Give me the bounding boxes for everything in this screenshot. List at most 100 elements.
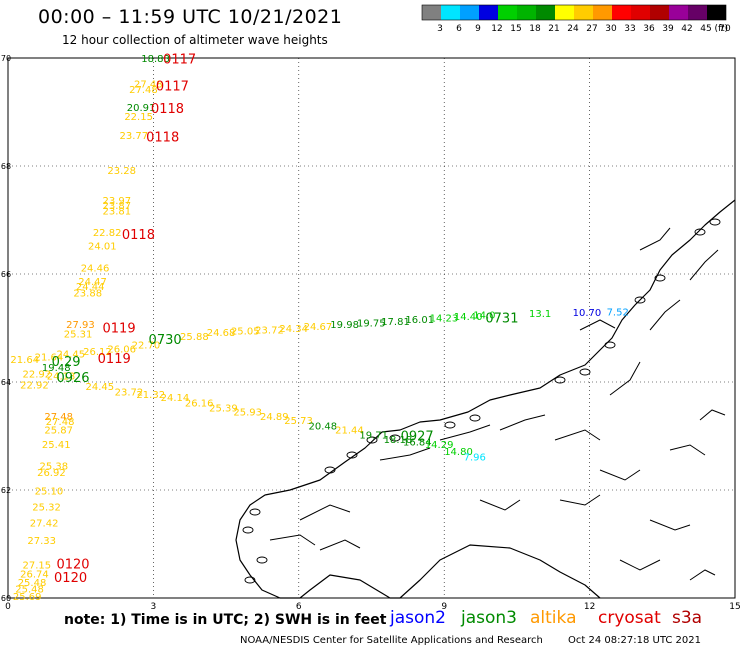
- credits: NOAA/NESDIS Center for Satellite Applica…: [240, 635, 723, 646]
- pass-time-label: 0118: [146, 131, 179, 146]
- wave-height-value: 26.74: [20, 569, 49, 580]
- scale-swatch-6: [441, 5, 460, 20]
- scale-label-42: 42: [681, 24, 692, 34]
- lon-tick-label: 15: [729, 602, 740, 610]
- satellite-altika: altika: [530, 608, 577, 628]
- wave-height-value: 14.23: [430, 314, 459, 325]
- scale-swatch-39: [650, 5, 669, 20]
- wave-height-value: 20.48: [308, 422, 337, 433]
- wave-height-value: 23.88: [73, 289, 102, 300]
- wave-height-value: 19.48: [42, 363, 71, 374]
- pass-time-label: 0118: [151, 102, 184, 117]
- scale-swatch-42: [669, 5, 688, 20]
- satellite-jason2: jason2: [390, 608, 446, 628]
- wave-height-value: 21.64: [35, 352, 64, 363]
- lon-tick-label: 6: [296, 602, 302, 610]
- wave-height-value: 27.48: [129, 85, 158, 96]
- wave-height-value: 25.39: [209, 404, 238, 415]
- scale-swatch-70: [707, 5, 726, 20]
- wave-height-value: 24.34: [279, 324, 308, 335]
- wave-height-value: 21.64: [10, 355, 39, 366]
- pass-time-label: 0117: [163, 52, 196, 67]
- pass-time-label: 0731: [485, 312, 518, 327]
- wave-height-value: 27.48: [46, 417, 75, 428]
- scale-swatch-33: [612, 5, 631, 20]
- scale-label-36: 36: [643, 24, 655, 34]
- wave-height-value: 19.75: [357, 318, 386, 329]
- pass-time-label: 0730: [149, 333, 182, 348]
- agency-credit: NOAA/NESDIS Center for Satellite Applica…: [240, 635, 543, 646]
- wave-height-value: 23.28: [107, 166, 136, 177]
- pass-time-label: 0117: [156, 79, 189, 94]
- wave-height-value: 18.83: [141, 54, 170, 65]
- wave-height-value: 25.05: [231, 326, 260, 337]
- wave-height-value: 27.48: [134, 80, 163, 91]
- wave-height-value: 25.32: [32, 503, 61, 514]
- wave-height-value: 21.44: [335, 425, 364, 436]
- scale-swatch-27: [574, 5, 593, 20]
- wave-height-value: 16.01: [405, 315, 434, 326]
- wave-height-value: 14.40: [454, 312, 483, 323]
- lat-tick-label: 60: [1, 594, 11, 603]
- wave-height-value: 24.68: [207, 328, 236, 339]
- wave-height-value: 27.33: [27, 536, 56, 547]
- scale-label-70: 70: [719, 24, 731, 34]
- scale-label-39: 39: [662, 24, 674, 34]
- lon-tick-label: 12: [584, 602, 595, 610]
- wave-height-value: 19.71: [359, 431, 388, 442]
- scale-swatch-21: [536, 5, 555, 20]
- wave-height-value: 16.84: [403, 438, 432, 449]
- scale-swatch-36: [631, 5, 650, 20]
- scale-label-12: 12: [491, 24, 502, 34]
- wave-height-value: 24.01: [88, 242, 117, 253]
- wave-height-value: 26.16: [185, 398, 214, 409]
- wave-height-value: 27.48: [44, 412, 73, 423]
- wave-height-value: 22.70: [132, 341, 161, 352]
- lat-tick-label: 62: [1, 486, 11, 495]
- scale-swatch-18: [517, 5, 536, 20]
- scale-label-27: 27: [586, 24, 597, 34]
- lat-tick-label: 68: [1, 162, 11, 171]
- wave-height-value: 24.46: [81, 263, 110, 274]
- wave-height-value: 25.73: [284, 416, 313, 427]
- scale-label-45: 45: [700, 24, 711, 34]
- wave-height-value: 25.48: [15, 585, 44, 596]
- wave-height-value: 25.93: [233, 407, 262, 418]
- scale-unit: (ft): [714, 24, 728, 34]
- page-title: 00:00 – 11:59 UTC 10/21/2021: [38, 6, 343, 28]
- scale-swatch-9: [460, 5, 479, 20]
- wave-height-value: 24.44: [76, 282, 105, 293]
- satellite-jason3: jason3: [461, 608, 517, 628]
- wave-height-value: 14.80: [444, 447, 473, 458]
- wave-height-value: 22.92: [20, 380, 49, 391]
- wave-height-value: 26.12: [83, 347, 112, 358]
- wave-height-value: 23.97: [103, 196, 132, 207]
- pass-time-label: 0119: [98, 352, 131, 367]
- lat-tick-label: 64: [1, 378, 11, 387]
- map-frame: [7, 57, 736, 599]
- map-canvas: 0 3 6 9 12 1570686664626018.8327.4827.4820.91…: [1, 52, 740, 610]
- wave-height-value: 24.13: [47, 371, 76, 382]
- wave-height-value: 23.72: [255, 325, 284, 336]
- wave-height-value: 24.47: [78, 277, 107, 288]
- scale-swatch-15: [498, 5, 517, 20]
- color-scale-legend: 3 6 9 12 15 18 21 24 27 30 33 36 39 42 45 70(ft): [421, 4, 731, 34]
- wave-height-value: 24.89: [260, 412, 289, 423]
- wave-height-value: 25.87: [44, 425, 73, 436]
- wave-height-value: 14.0: [473, 310, 495, 321]
- scale-swatch-3: [422, 5, 441, 20]
- scale-label-24: 24: [567, 24, 579, 34]
- wave-height-value: 27.15: [23, 560, 52, 571]
- wave-height-value: 25.48: [18, 578, 47, 589]
- wave-height-value: 24.45: [86, 382, 115, 393]
- wave-height-value: 24.14: [161, 393, 190, 404]
- wave-height-value: 23.77: [119, 131, 148, 142]
- scale-label-3: 3: [437, 24, 443, 34]
- scale-swatch-12: [479, 5, 498, 20]
- wave-height-value: 22.15: [124, 112, 153, 123]
- wave-height-value: 25.10: [35, 486, 64, 497]
- wave-height-value: 26.92: [37, 468, 66, 479]
- wave-height-value: 25.38: [40, 461, 69, 472]
- wave-height-value: 24.67: [304, 322, 333, 333]
- scale-swatch-24: [555, 5, 574, 20]
